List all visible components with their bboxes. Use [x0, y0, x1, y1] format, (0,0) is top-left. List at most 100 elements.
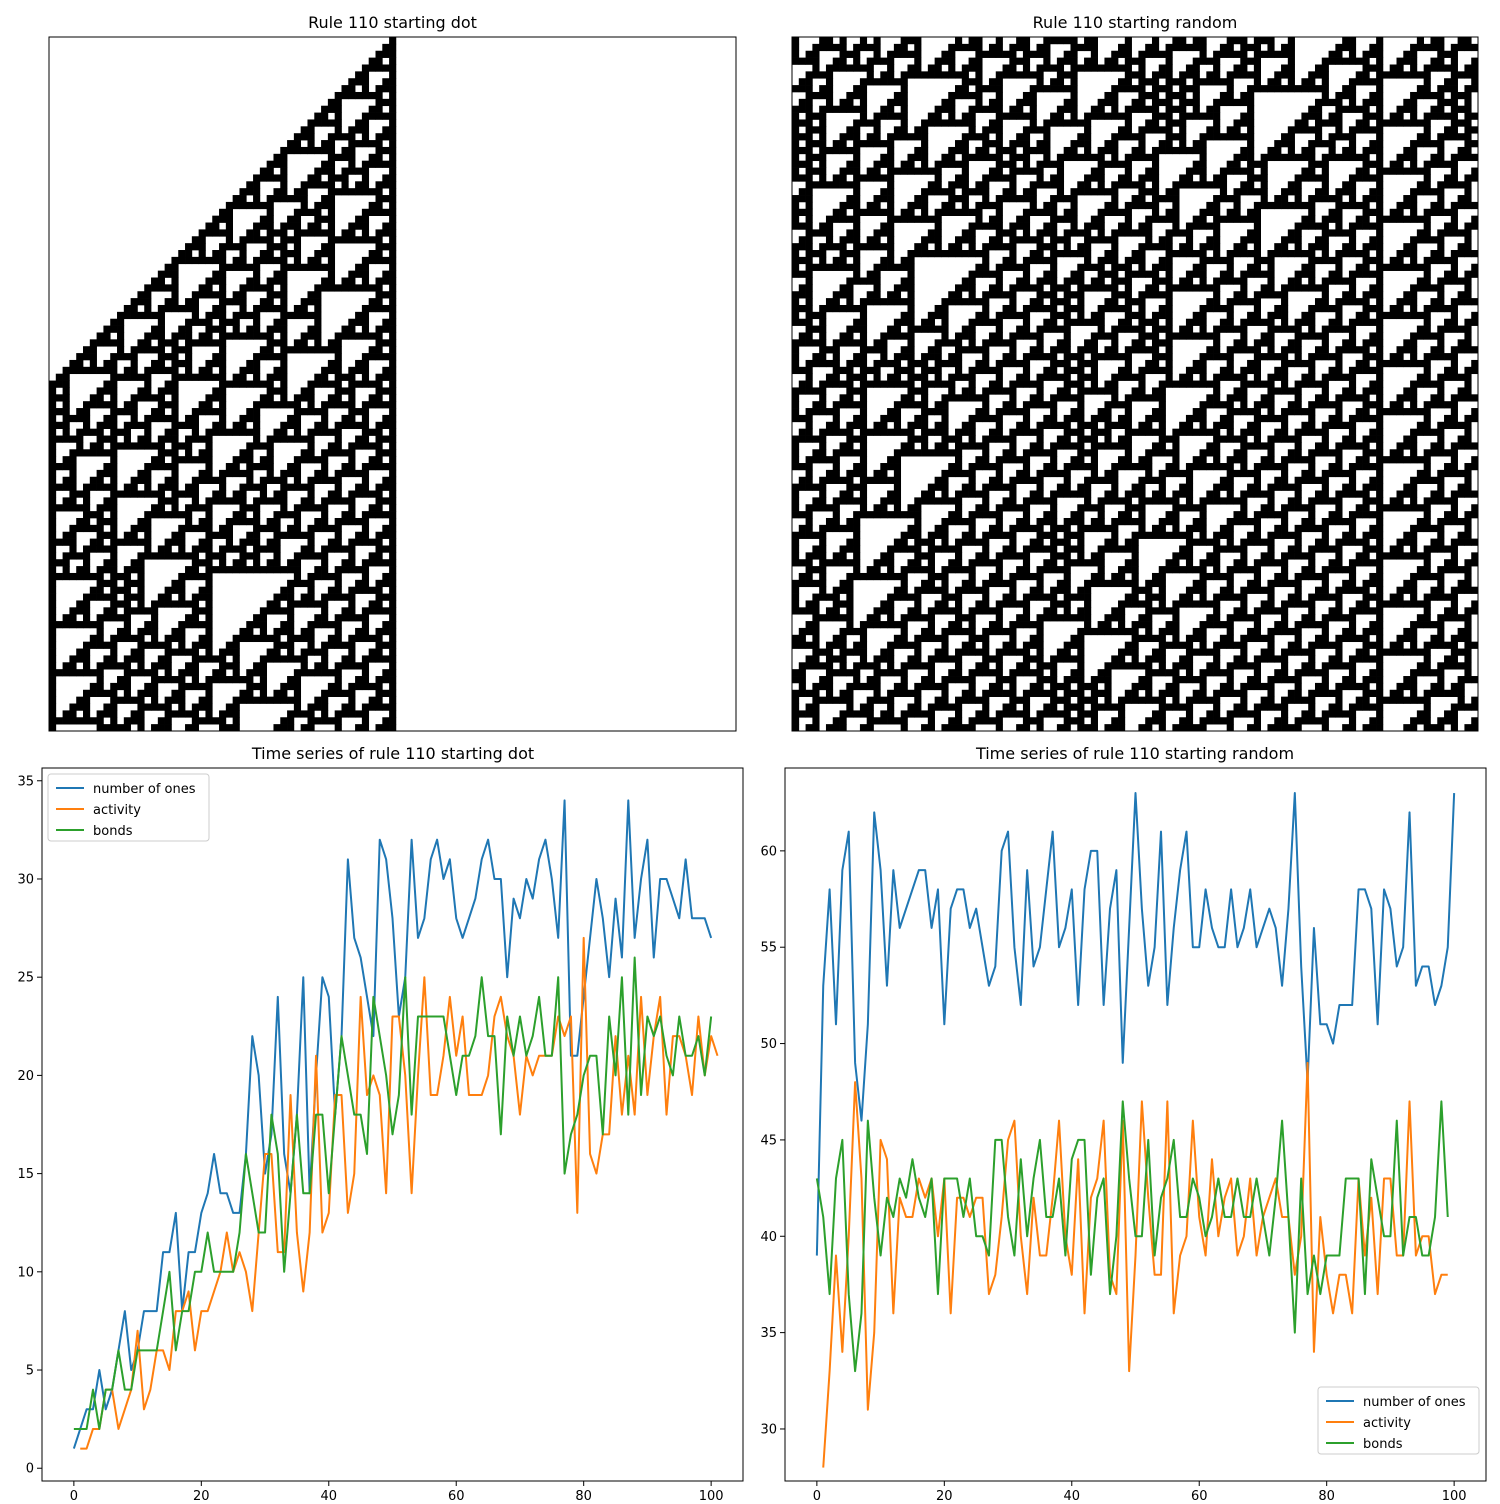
ca-cell [1124, 353, 1132, 361]
ca-cell [96, 366, 104, 375]
ca-cell [239, 627, 247, 636]
ca-cell [144, 435, 152, 443]
ca-cell [212, 359, 220, 368]
ca-cell [995, 133, 1003, 141]
ca-cell [1022, 304, 1031, 313]
ca-cell [1423, 304, 1431, 313]
ca-cell [792, 112, 800, 120]
ca-cell [219, 311, 227, 320]
ca-cell [1050, 284, 1058, 292]
ca-cell [273, 648, 281, 656]
ca-cell [144, 483, 152, 491]
ca-cell [49, 463, 57, 471]
ca-cell [171, 483, 179, 491]
ca-cell [334, 621, 342, 629]
ca-cell [887, 133, 895, 141]
ca-cell [151, 607, 159, 615]
ca-cell [1376, 133, 1384, 141]
ca-cell [1294, 181, 1302, 189]
ca-cell [1151, 146, 1160, 155]
ca-cell [1050, 263, 1058, 271]
ca-cell [1287, 325, 1295, 333]
ca-cell [1450, 201, 1458, 210]
ca-cell [307, 456, 315, 464]
ca-cell [1396, 311, 1404, 320]
ca-cell [1192, 43, 1200, 52]
ca-cell [151, 456, 159, 464]
ca-cell [232, 662, 240, 670]
ca-cell [1151, 291, 1160, 299]
ca-cell [1124, 105, 1132, 113]
ca-cell [103, 380, 111, 388]
ca-cell [1151, 105, 1160, 113]
ca-cell [293, 572, 302, 581]
ca-cell [1260, 318, 1268, 326]
ca-cell [151, 724, 159, 732]
ca-cell [389, 304, 397, 313]
ca-cell [151, 277, 159, 285]
ca-cell [1206, 71, 1214, 79]
ca-cell [887, 112, 895, 120]
ca-cell [62, 504, 70, 512]
ca-cell [1213, 222, 1221, 230]
ca-cell [988, 236, 997, 244]
ca-cell [185, 600, 193, 608]
ca-cell [191, 456, 199, 464]
ca-cell [368, 648, 376, 656]
ca-cell [1050, 373, 1058, 381]
ca-cell [307, 181, 315, 189]
ca-cell [1247, 91, 1255, 100]
ca-cell [1206, 236, 1214, 244]
ca-cell [389, 428, 397, 436]
ca-cell [259, 696, 268, 704]
ca-cell [1362, 366, 1370, 375]
ca-cell [948, 201, 956, 210]
ca-cell [1104, 332, 1112, 340]
ca-cell [1070, 57, 1078, 65]
ca-cell [1471, 174, 1479, 182]
ca-cell [110, 401, 118, 409]
ca-cell [144, 298, 152, 306]
ca-cell [110, 586, 118, 594]
ca-cell [205, 627, 213, 636]
ca-cell [832, 57, 840, 65]
ca-cell [1056, 181, 1065, 189]
ca-cell [1226, 78, 1234, 86]
ca-cell [927, 64, 935, 72]
ca-cell [1416, 119, 1425, 127]
ca-cell [178, 689, 186, 697]
ca-cell [1240, 298, 1248, 306]
ca-cell [1369, 332, 1377, 340]
ca-cell [130, 366, 138, 375]
ca-cell [1416, 181, 1425, 189]
ca-cell [253, 463, 261, 471]
ca-cell [389, 483, 397, 491]
ca-cell [212, 676, 220, 684]
ca-cell [853, 57, 861, 65]
ca-cell [1464, 153, 1472, 162]
ca-cell [1199, 112, 1207, 120]
ca-cell [968, 188, 976, 196]
ca-cell [982, 222, 990, 230]
ca-cell [1016, 236, 1024, 244]
ca-cell [1029, 284, 1037, 292]
ca-cell [1226, 366, 1234, 375]
ca-cell [995, 359, 1003, 368]
ca-cell [110, 648, 118, 656]
ca-cell [327, 524, 336, 533]
ca-cell [853, 270, 861, 278]
ca-cell [1247, 229, 1255, 237]
ca-cell [1124, 181, 1132, 189]
ca-cell [1362, 304, 1370, 313]
ca-cell [798, 119, 806, 127]
ca-cell [1165, 270, 1173, 278]
ca-cell [819, 167, 827, 175]
ca-cell [1172, 215, 1180, 223]
ca-cell [1376, 105, 1384, 113]
ca-cell [968, 373, 976, 381]
ca-cell [1029, 236, 1037, 244]
ca-cell [1233, 346, 1241, 354]
ca-cell [1077, 304, 1085, 313]
ca-cell [968, 208, 976, 216]
ca-cell [103, 607, 111, 615]
